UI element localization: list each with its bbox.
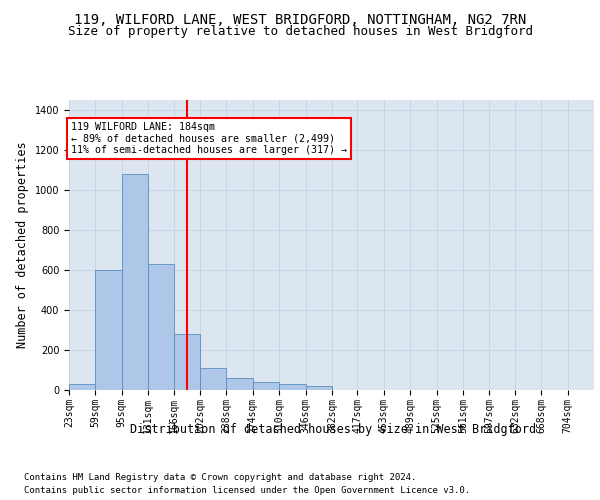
Bar [226,378,253,390]
Bar [200,368,226,390]
Text: Contains public sector information licensed under the Open Government Licence v3: Contains public sector information licen… [24,486,470,495]
Bar [253,382,279,390]
Bar [305,386,332,390]
Text: 119 WILFORD LANE: 184sqm
← 89% of detached houses are smaller (2,499)
11% of sem: 119 WILFORD LANE: 184sqm ← 89% of detach… [71,122,347,155]
Bar [279,384,305,390]
Bar [95,270,122,390]
Text: Size of property relative to detached houses in West Bridgford: Size of property relative to detached ho… [67,25,533,38]
Text: Contains HM Land Registry data © Crown copyright and database right 2024.: Contains HM Land Registry data © Crown c… [24,472,416,482]
Bar [174,334,200,390]
Bar [69,384,95,390]
Bar [122,174,148,390]
Bar [148,264,174,390]
Text: Distribution of detached houses by size in West Bridgford: Distribution of detached houses by size … [130,422,536,436]
Text: 119, WILFORD LANE, WEST BRIDGFORD, NOTTINGHAM, NG2 7RN: 119, WILFORD LANE, WEST BRIDGFORD, NOTTI… [74,12,526,26]
Y-axis label: Number of detached properties: Number of detached properties [16,142,29,348]
